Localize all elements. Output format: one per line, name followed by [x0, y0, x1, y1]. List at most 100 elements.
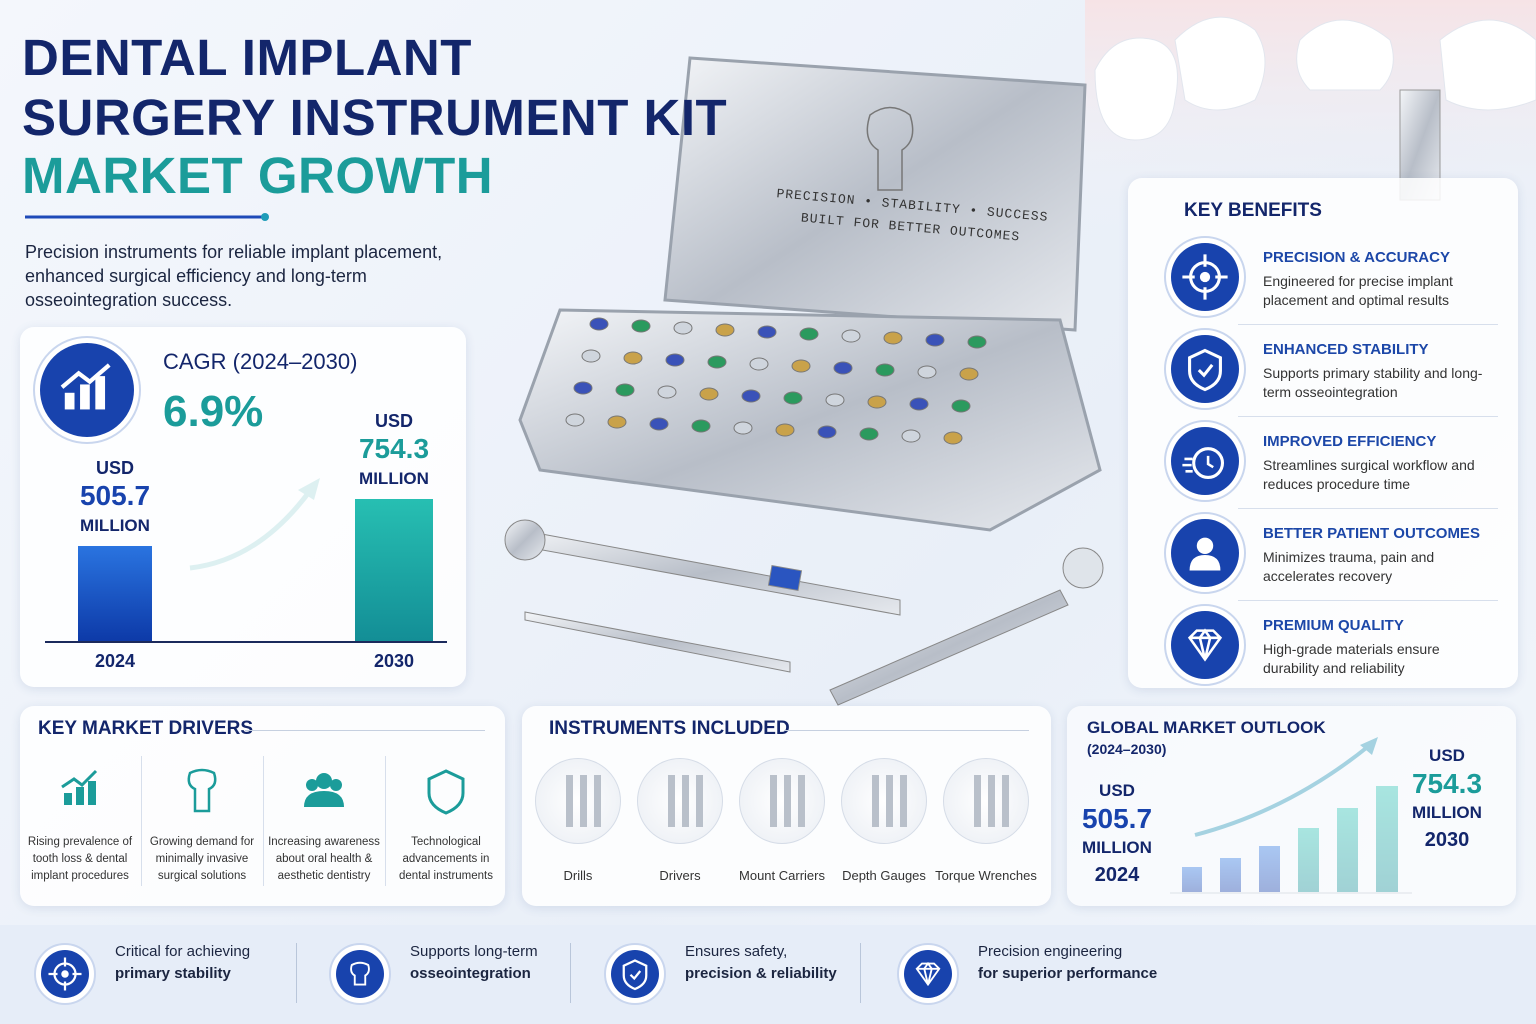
benefit-text: Engineered for precise implant placement… — [1263, 273, 1453, 308]
pin — [951, 399, 971, 413]
benefit-text: Minimizes trauma, pain and accelerates r… — [1263, 549, 1435, 584]
pin — [775, 423, 795, 437]
footer-line: Critical for achieving — [115, 943, 251, 960]
subtitle-line: osseointegration success. — [25, 290, 233, 310]
axis — [45, 641, 447, 643]
footer-text: Critical for achieving primary stability — [115, 941, 250, 985]
outlook-unit: USD — [1429, 746, 1465, 765]
teeth — [1094, 16, 1536, 141]
outlook-value: 754.3 — [1411, 768, 1483, 799]
pin — [615, 383, 635, 397]
separator — [860, 943, 861, 1003]
footer-icon — [329, 943, 391, 1005]
title: SURGERY INSTRUMENT KIT — [22, 89, 728, 146]
benefit-icon — [1164, 236, 1246, 318]
benefits-card: KEY BENEFITS PRECISION & ACCURACY Engineer… — [1128, 178, 1518, 688]
title: MARKET GROWTH — [22, 147, 494, 204]
separator — [1238, 600, 1498, 601]
footer-line: Supports long-term — [410, 943, 538, 960]
pin — [925, 333, 945, 347]
footer-bold: for superior performance — [978, 965, 1158, 982]
pin — [749, 357, 769, 371]
pin — [817, 425, 837, 439]
footer-icon — [604, 943, 666, 1005]
footer-icon — [897, 943, 959, 1005]
pin — [707, 355, 727, 369]
outlook-card: GLOBAL MARKET OUTLOOK (2024–2030) USD 505.7… — [1067, 706, 1516, 906]
pin — [581, 349, 601, 363]
benefit-text: Supports primary stability and long-term… — [1263, 365, 1483, 400]
divider-dot — [261, 213, 269, 221]
driver-text: Growing demand for minimally invasive su… — [149, 836, 255, 882]
pin — [883, 331, 903, 345]
driver-icon — [427, 769, 465, 815]
benefit-title: PREMIUM QUALITY — [1263, 617, 1404, 634]
pin — [565, 413, 585, 427]
bar-value: 505.7 — [79, 479, 151, 511]
pin — [875, 363, 895, 377]
pin — [623, 351, 643, 365]
instrument-image — [535, 758, 621, 844]
footer-text: Precision engineering for superior perfor… — [978, 941, 1157, 985]
pin — [573, 381, 593, 395]
outlook-scale: MILLION — [1082, 838, 1152, 857]
pin — [791, 359, 811, 373]
cagr-label: CAGR (2024–2030) — [163, 349, 358, 374]
pin — [673, 321, 693, 335]
benefit-icon — [1164, 512, 1246, 594]
benefit-icon — [1164, 604, 1246, 686]
footer-text: Supports long-term osseointegration — [410, 941, 538, 985]
benefit-icon — [1164, 328, 1246, 410]
kit-instruments — [565, 317, 987, 445]
instrument-image — [637, 758, 723, 844]
kit-case — [518, 56, 1102, 532]
title: DENTAL IMPLANT — [22, 29, 472, 86]
driver-icon — [187, 768, 217, 813]
separator — [141, 756, 142, 886]
separator — [263, 756, 264, 886]
footer-line: Ensures safety, — [685, 943, 788, 960]
section-title: KEY BENEFITS — [1184, 200, 1322, 221]
footer-text: Ensures safety, precision & reliability — [685, 941, 837, 985]
pin — [867, 395, 887, 409]
pin — [799, 327, 819, 341]
benefit-text: High-grade materials ensure durability a… — [1263, 641, 1440, 676]
pin — [741, 389, 761, 403]
driver-icon — [304, 773, 344, 807]
pin — [757, 325, 777, 339]
bar-scale: MILLION — [359, 469, 429, 488]
outlook-period: (2024–2030) — [1087, 741, 1167, 757]
bar-unit: USD — [95, 457, 134, 478]
instrument-label: Depth Gauges — [842, 868, 926, 883]
driver-text: Increasing awareness about oral health &… — [268, 836, 380, 882]
pin — [959, 367, 979, 381]
section-title: INSTRUMENTS INCLUDED — [549, 718, 790, 739]
bar — [355, 499, 433, 641]
outlook-year: 2024 — [1094, 864, 1140, 886]
separator — [1238, 324, 1498, 325]
pin — [607, 415, 627, 429]
pin — [833, 361, 853, 375]
separator — [296, 943, 297, 1003]
pin — [589, 317, 609, 331]
benefit-title: IMPROVED EFFICIENCY — [1263, 433, 1437, 450]
outlook-scale: MILLION — [1412, 803, 1482, 822]
pin — [783, 391, 803, 405]
instrument-label: Drivers — [659, 868, 701, 883]
pin — [917, 365, 937, 379]
section-title: KEY MARKET DRIVERS — [38, 718, 254, 739]
separator — [1238, 508, 1498, 509]
benefit-title: ENHANCED STABILITY — [1263, 341, 1429, 358]
pin — [657, 385, 677, 399]
bar-unit: USD — [374, 411, 413, 431]
separator — [385, 756, 386, 886]
footer-band — [0, 925, 1536, 1024]
driver-text: Rising prevalence of tooth loss & dental… — [27, 836, 133, 882]
separator — [1238, 416, 1498, 417]
pin — [825, 393, 845, 407]
instrument-image — [841, 758, 927, 844]
pin — [665, 353, 685, 367]
instrument-image — [739, 758, 825, 844]
